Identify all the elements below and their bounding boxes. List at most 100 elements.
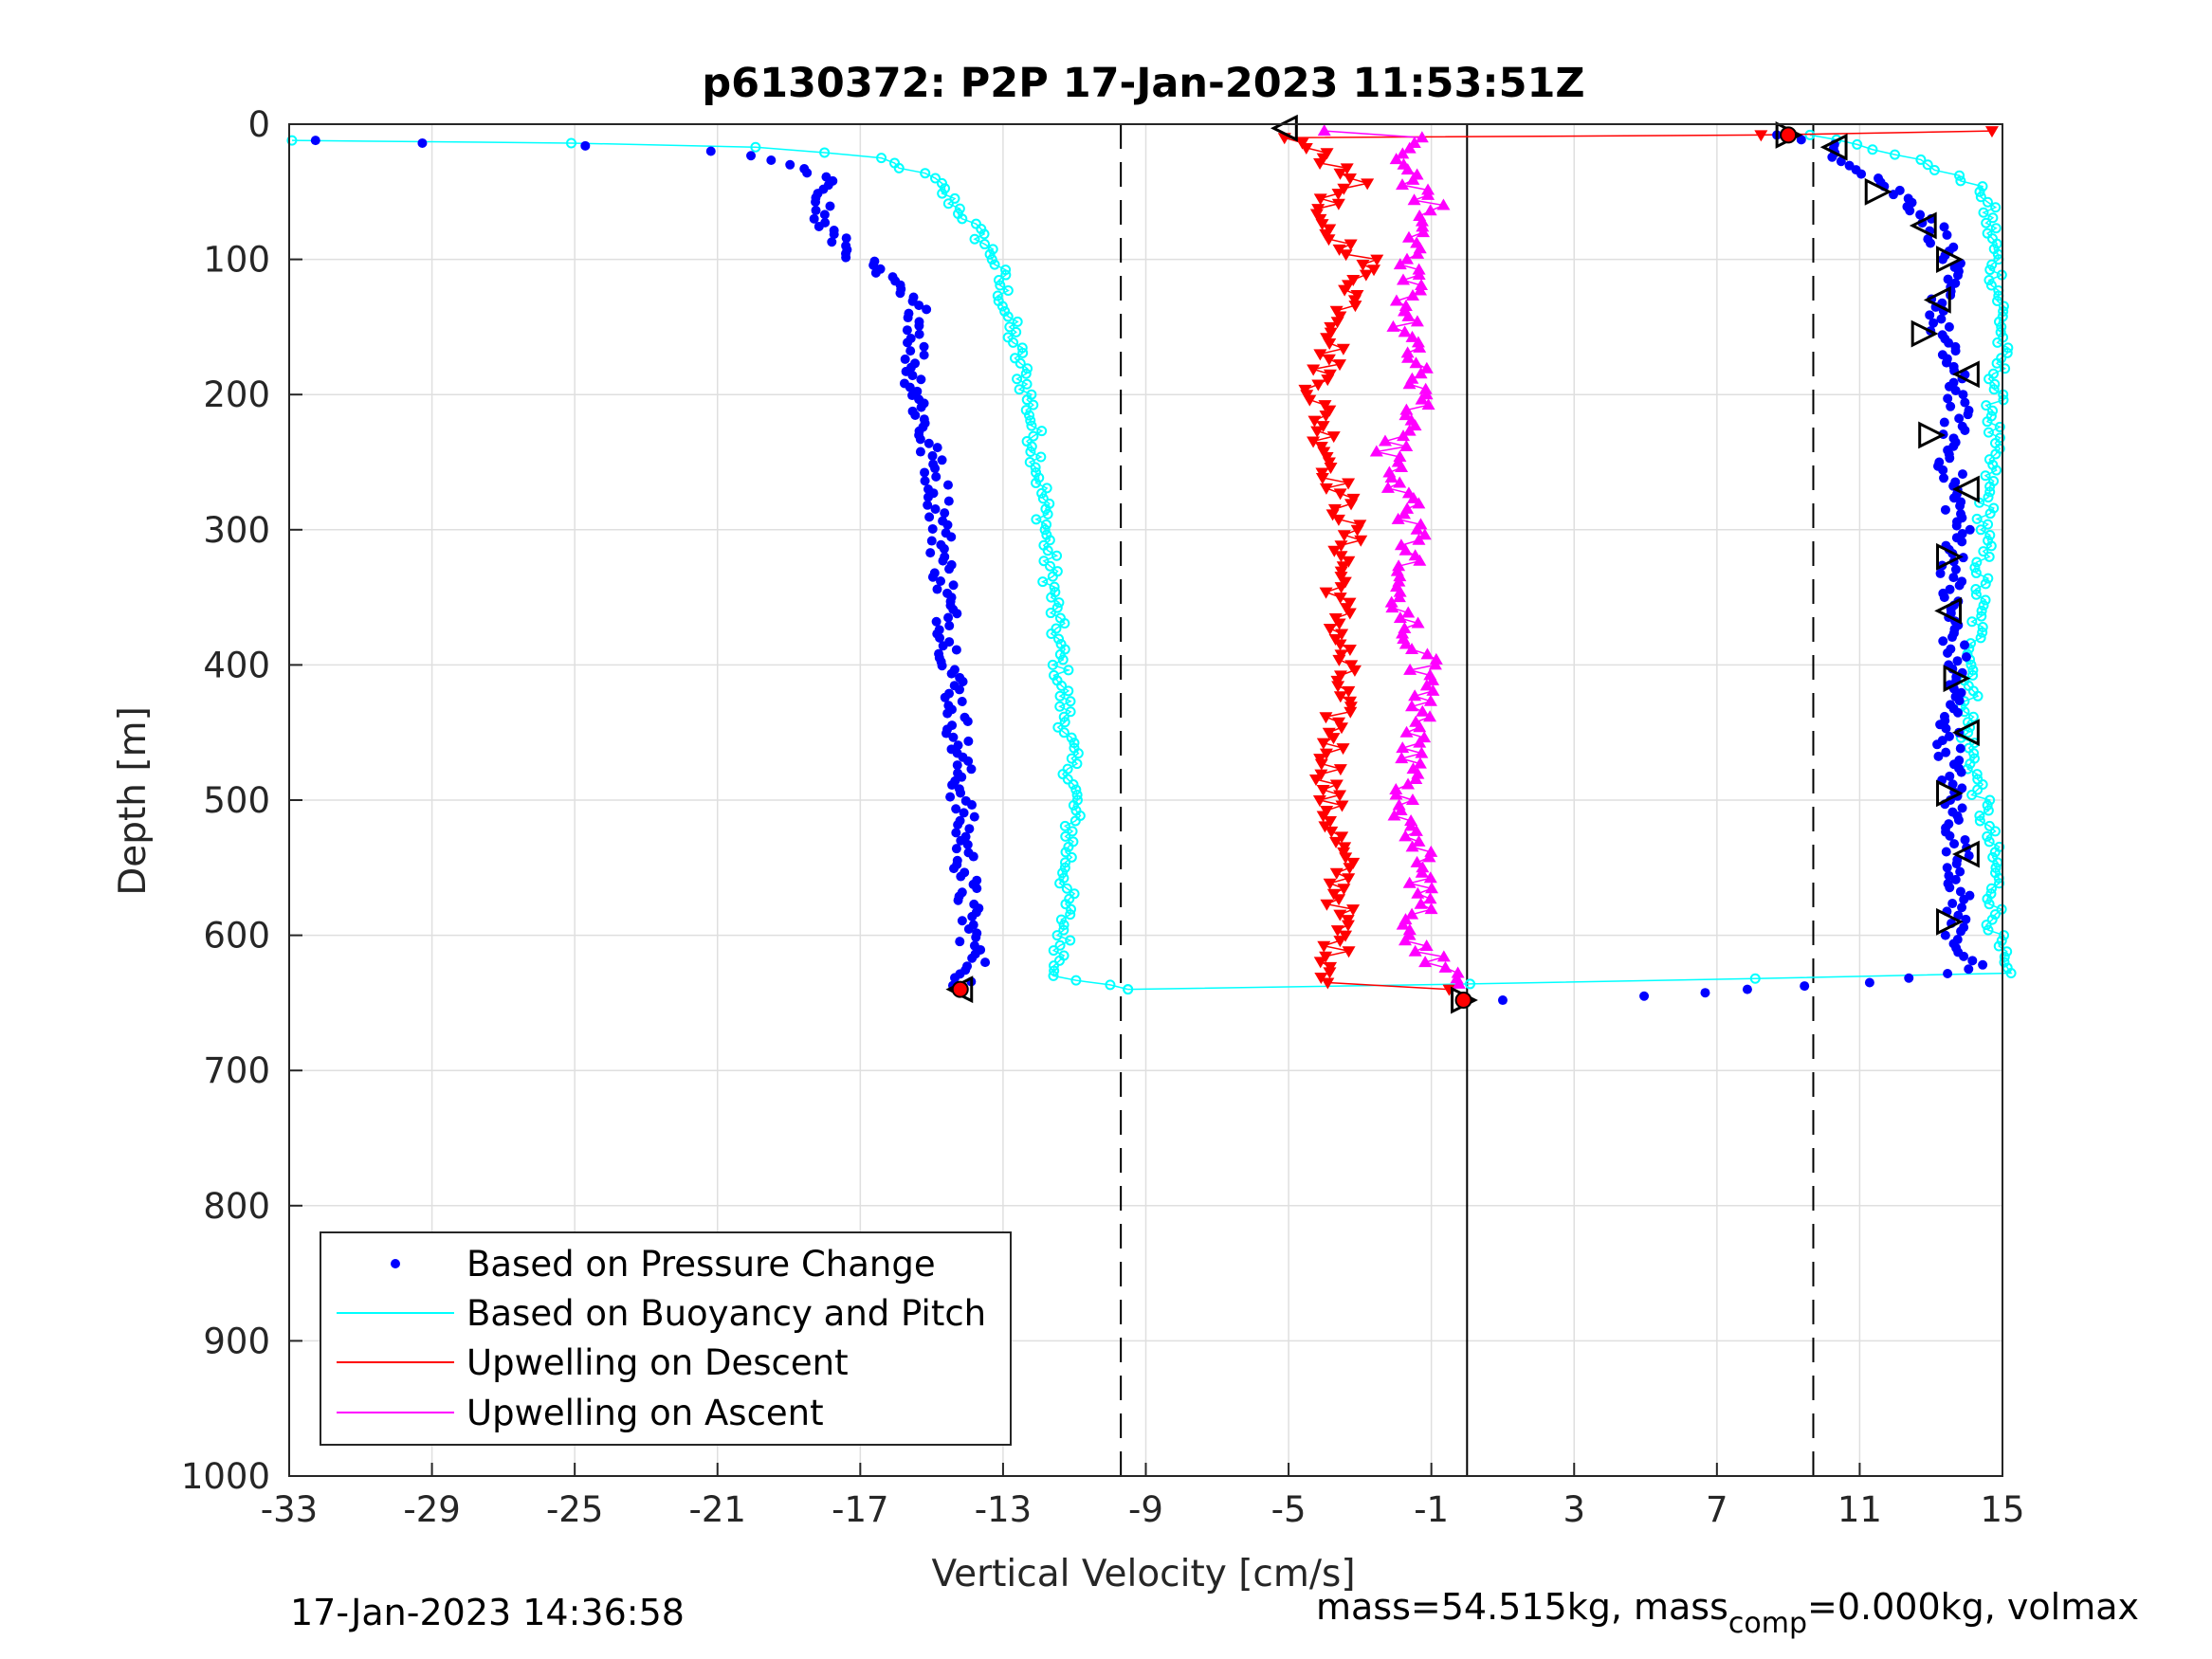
black-triangle-marker — [1910, 319, 1939, 348]
buoyancy-point — [1970, 567, 1982, 578]
pressure-point — [1945, 453, 1955, 464]
upwelling-ascent-point — [1389, 783, 1403, 795]
pressure-point — [944, 621, 955, 631]
buoyancy-point — [1999, 930, 2010, 941]
buoyancy-point — [1039, 524, 1051, 536]
black-triangle-marker — [1864, 177, 1892, 206]
pressure-point — [1959, 951, 1969, 961]
pressure-point — [948, 580, 959, 591]
pressure-point — [1941, 723, 1951, 734]
buoyancy-point — [1974, 810, 1985, 821]
upwelling-ascent-point — [1408, 944, 1422, 957]
pressure-point — [1944, 337, 1954, 348]
pressure-point — [947, 780, 958, 791]
upwelling-ascent-point — [1418, 382, 1433, 394]
upwelling-ascent-point — [1402, 876, 1417, 888]
upwelling-descent-point — [1331, 189, 1345, 201]
buoyancy-point — [1984, 508, 1996, 520]
upwelling-descent-point — [1316, 811, 1330, 823]
buoyancy-point — [1983, 820, 1995, 831]
buoyancy-point — [1060, 857, 1071, 868]
upwelling-descent-point — [1327, 545, 1342, 557]
buoyancy-point — [996, 301, 1008, 312]
x-tick-label: -13 — [975, 1489, 1032, 1530]
upwelling-descent-point — [1313, 193, 1327, 206]
upwelling-ascent-point — [1421, 183, 1435, 195]
upwelling-ascent-point — [1421, 398, 1435, 410]
buoyancy-point — [1976, 605, 1987, 616]
buoyancy-point — [1030, 462, 1041, 473]
buoyancy-point — [1915, 154, 1927, 165]
pressure-point — [1945, 771, 1955, 781]
buoyancy-point — [1063, 841, 1074, 852]
buoyancy-point — [1985, 540, 1997, 552]
buoyancy-point — [992, 290, 1003, 301]
buoyancy-point — [1999, 951, 2010, 962]
upwelling-descent-point — [1329, 836, 1344, 848]
upwelling-ascent-point — [1419, 361, 1434, 374]
buoyancy-point — [1028, 399, 1039, 410]
black-triangle-marker — [1951, 475, 1980, 503]
buoyancy-point — [1049, 965, 1060, 976]
pressure-point — [1947, 899, 1958, 909]
upwelling-descent-point — [1342, 478, 1356, 490]
pressure-point — [924, 512, 935, 522]
buoyancy-point — [1066, 851, 1077, 863]
upwelling-descent-point — [1318, 821, 1332, 833]
pressure-point — [1955, 866, 1965, 877]
pressure-point — [1943, 393, 1953, 404]
upwelling-ascent-point — [1408, 689, 1422, 702]
upwelling-descent-point — [1337, 884, 1351, 896]
upwelling-descent-point — [1332, 894, 1346, 906]
upwelling-ascent-point — [1438, 960, 1453, 973]
buoyancy-point — [1967, 665, 1979, 676]
pressure-point — [1967, 956, 1978, 966]
buoyancy-point — [1014, 384, 1025, 395]
buoyancy-point — [1990, 862, 2002, 873]
buoyancy-point — [1987, 405, 1999, 416]
upwelling-ascent-point — [1415, 279, 1429, 291]
buoyancy-point — [1974, 186, 1985, 197]
upwelling-ascent-point — [1397, 157, 1411, 170]
pressure-point — [1954, 413, 1965, 424]
buoyancy-point — [1062, 774, 1073, 785]
pressure-point — [1939, 222, 1949, 232]
upwelling-descent-point — [1333, 790, 1347, 802]
upwelling-ascent-point — [1408, 549, 1422, 561]
upwelling-descent-point — [1319, 483, 1333, 495]
buoyancy-point — [1053, 955, 1065, 966]
upwelling-ascent-point — [1404, 813, 1418, 826]
upwelling-ascent-point — [1423, 694, 1437, 706]
black-triangle-marker — [1918, 421, 1947, 449]
black-triangle-marker — [1936, 779, 1964, 808]
buoyancy-point — [1069, 738, 1080, 749]
upwelling-descent-point — [1347, 665, 1362, 677]
buoyancy-point — [1041, 483, 1052, 494]
buoyancy-point — [1031, 466, 1042, 478]
pressure-point — [932, 584, 942, 594]
pressure-point — [819, 210, 830, 220]
upwelling-ascent-point — [1424, 902, 1438, 915]
buoyancy-point — [750, 141, 761, 153]
buoyancy-point — [1955, 175, 1966, 187]
upwelling-ascent-point — [1401, 486, 1416, 499]
buoyancy-point — [1036, 426, 1048, 437]
buoyancy-point — [1065, 909, 1076, 921]
buoyancy-point — [1980, 578, 1991, 590]
pressure-point — [746, 151, 757, 161]
upwelling-descent-point — [1303, 394, 1317, 407]
upwelling-ascent-point — [1369, 445, 1383, 457]
upwelling-descent-point — [1331, 514, 1345, 526]
upwelling-descent-point — [1323, 878, 1337, 890]
buoyancy-point — [936, 177, 947, 189]
pressure-point — [1796, 135, 1806, 145]
buoyancy-point — [995, 280, 1006, 291]
buoyancy-point — [1989, 847, 2001, 858]
buoyancy-point — [1974, 815, 1985, 827]
upwelling-descent-point — [1350, 524, 1364, 537]
pressure-point — [956, 835, 966, 846]
pressure-point — [895, 288, 905, 299]
buoyancy-point — [876, 153, 887, 164]
upwelling-descent-point — [1330, 317, 1344, 329]
upwelling-descent-point — [1354, 535, 1368, 547]
